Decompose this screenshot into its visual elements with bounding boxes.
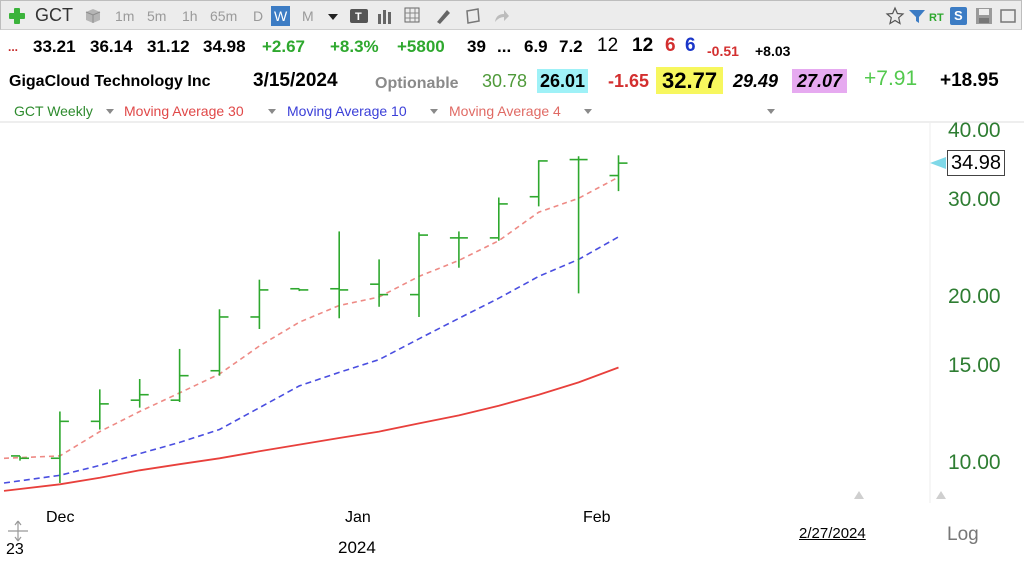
y-tick-30: 30.00 [948, 187, 1001, 211]
x-tick-jan: Jan [345, 509, 371, 526]
quote-v1: 39 [467, 37, 486, 56]
last-price-marker-icon [930, 157, 946, 170]
quote-low: 31.12 [147, 37, 190, 56]
star-icon[interactable] [885, 6, 905, 26]
timeframe-5m[interactable]: 5m [147, 8, 167, 24]
quote-high: 36.14 [90, 37, 133, 56]
timeframe-dropdown-icon[interactable] [328, 14, 338, 20]
field-3: -1.65 [608, 71, 650, 91]
legend-ma10-dropdown-icon[interactable] [430, 109, 438, 114]
quote-ellipsis: ... [8, 40, 19, 54]
y-tick-20: 20.00 [948, 285, 1001, 308]
scroll-up-icon[interactable] [854, 491, 864, 499]
quote-change-pct: +8.3% [330, 37, 379, 56]
quote-close: 34.98 [203, 37, 246, 56]
legend: GCT Weekly Moving Average 30 Moving Aver… [0, 98, 1022, 124]
legend-ma30-dropdown-icon[interactable] [268, 109, 276, 114]
realtime-label[interactable]: RT [929, 12, 944, 24]
quote-v3: 6.9 [524, 37, 548, 56]
legend-ma4-dropdown-icon[interactable] [584, 109, 592, 114]
save-icon[interactable] [974, 6, 994, 26]
window-icon[interactable] [998, 6, 1018, 26]
resize-arrows-icon[interactable] [6, 520, 30, 542]
scale-up-icon[interactable] [936, 491, 946, 499]
quote-v7: 6 [665, 35, 676, 56]
quote-v4: 7.2 [559, 37, 583, 56]
field-4: 32.77 [656, 67, 724, 94]
x-tick-dec: Dec [46, 509, 75, 526]
cursor-date-label: 2/27/2024 [799, 525, 866, 542]
bar-chart-icon[interactable] [375, 6, 395, 26]
timeframe-w[interactable]: W [271, 6, 291, 26]
svg-text:T: T [355, 11, 362, 23]
field-5: 29.49 [733, 71, 779, 91]
quote-line-2: GigaCloud Technology Inc 3/15/2024 Optio… [0, 64, 1022, 98]
s-badge[interactable]: S [950, 7, 967, 25]
symbol-label[interactable]: GCT [35, 5, 73, 25]
timeframe-1h[interactable]: 1h [182, 8, 198, 24]
field-8: +18.95 [940, 70, 999, 91]
x-sub-year: 2024 [338, 538, 376, 557]
quote-v5: 12 [597, 35, 619, 56]
quote-volume-change: +5800 [397, 37, 445, 56]
quote-date: 3/15/2024 [253, 70, 338, 91]
add-icon[interactable] [7, 6, 27, 26]
text-tool-icon[interactable]: T [349, 6, 369, 26]
legend-ma30[interactable]: Moving Average 30 [124, 103, 244, 119]
field-7: +7.91 [864, 67, 918, 90]
timeframe-m[interactable]: M [302, 8, 314, 24]
timeframe-65m[interactable]: 65m [210, 8, 238, 24]
legend-ma4[interactable]: Moving Average 4 [449, 103, 561, 119]
legend-ma10[interactable]: Moving Average 10 [287, 103, 407, 119]
field-1: 30.78 [482, 71, 528, 91]
quote-v6: 12 [632, 35, 654, 56]
x-sub-year-start: 23 [6, 541, 24, 558]
legend-series[interactable]: GCT Weekly [14, 103, 93, 119]
cube-icon[interactable] [83, 6, 103, 26]
y-tick-15: 15.00 [948, 353, 1001, 377]
toolbar: GCT 1m 5m 1h 65m D W M T RT S [0, 0, 1022, 30]
pencil-icon[interactable] [433, 6, 453, 26]
last-price-label: 34.98 [947, 150, 1006, 177]
timeframe-d[interactable]: D [253, 8, 264, 24]
quote-change: +2.67 [262, 37, 306, 56]
ma10-line [3, 236, 619, 484]
field-6: 27.07 [792, 69, 848, 93]
optionable-label: Optionable [375, 75, 459, 92]
note-icon[interactable] [463, 6, 483, 26]
x-tick-feb: Feb [583, 509, 611, 526]
log-scale-toggle[interactable]: Log [947, 524, 979, 545]
legend-series-dropdown-icon[interactable] [106, 109, 114, 114]
ma30-line [3, 366, 619, 492]
timeframe-1m[interactable]: 1m [115, 8, 135, 24]
company-name: GigaCloud Technology Inc [9, 73, 211, 90]
quote-v10: +8.03 [755, 43, 791, 59]
share-icon[interactable] [491, 6, 511, 26]
legend-extra-dropdown-icon[interactable] [767, 109, 775, 114]
quote-v8: 6 [685, 35, 696, 56]
ma4-line [3, 176, 619, 460]
y-tick-10: 10.00 [948, 451, 1001, 474]
quote-line-1: ... 33.21 36.14 31.12 34.98 +2.67 +8.3% … [0, 30, 1022, 64]
quote-v9: -0.51 [707, 43, 739, 59]
grid-settings-icon[interactable] [403, 6, 423, 26]
flag-icon[interactable] [907, 6, 927, 26]
field-2: 26.01 [537, 69, 589, 93]
quote-v2: ... [497, 37, 512, 56]
quote-open: 33.21 [33, 37, 76, 56]
y-tick-40: 40.00 [948, 119, 1001, 142]
